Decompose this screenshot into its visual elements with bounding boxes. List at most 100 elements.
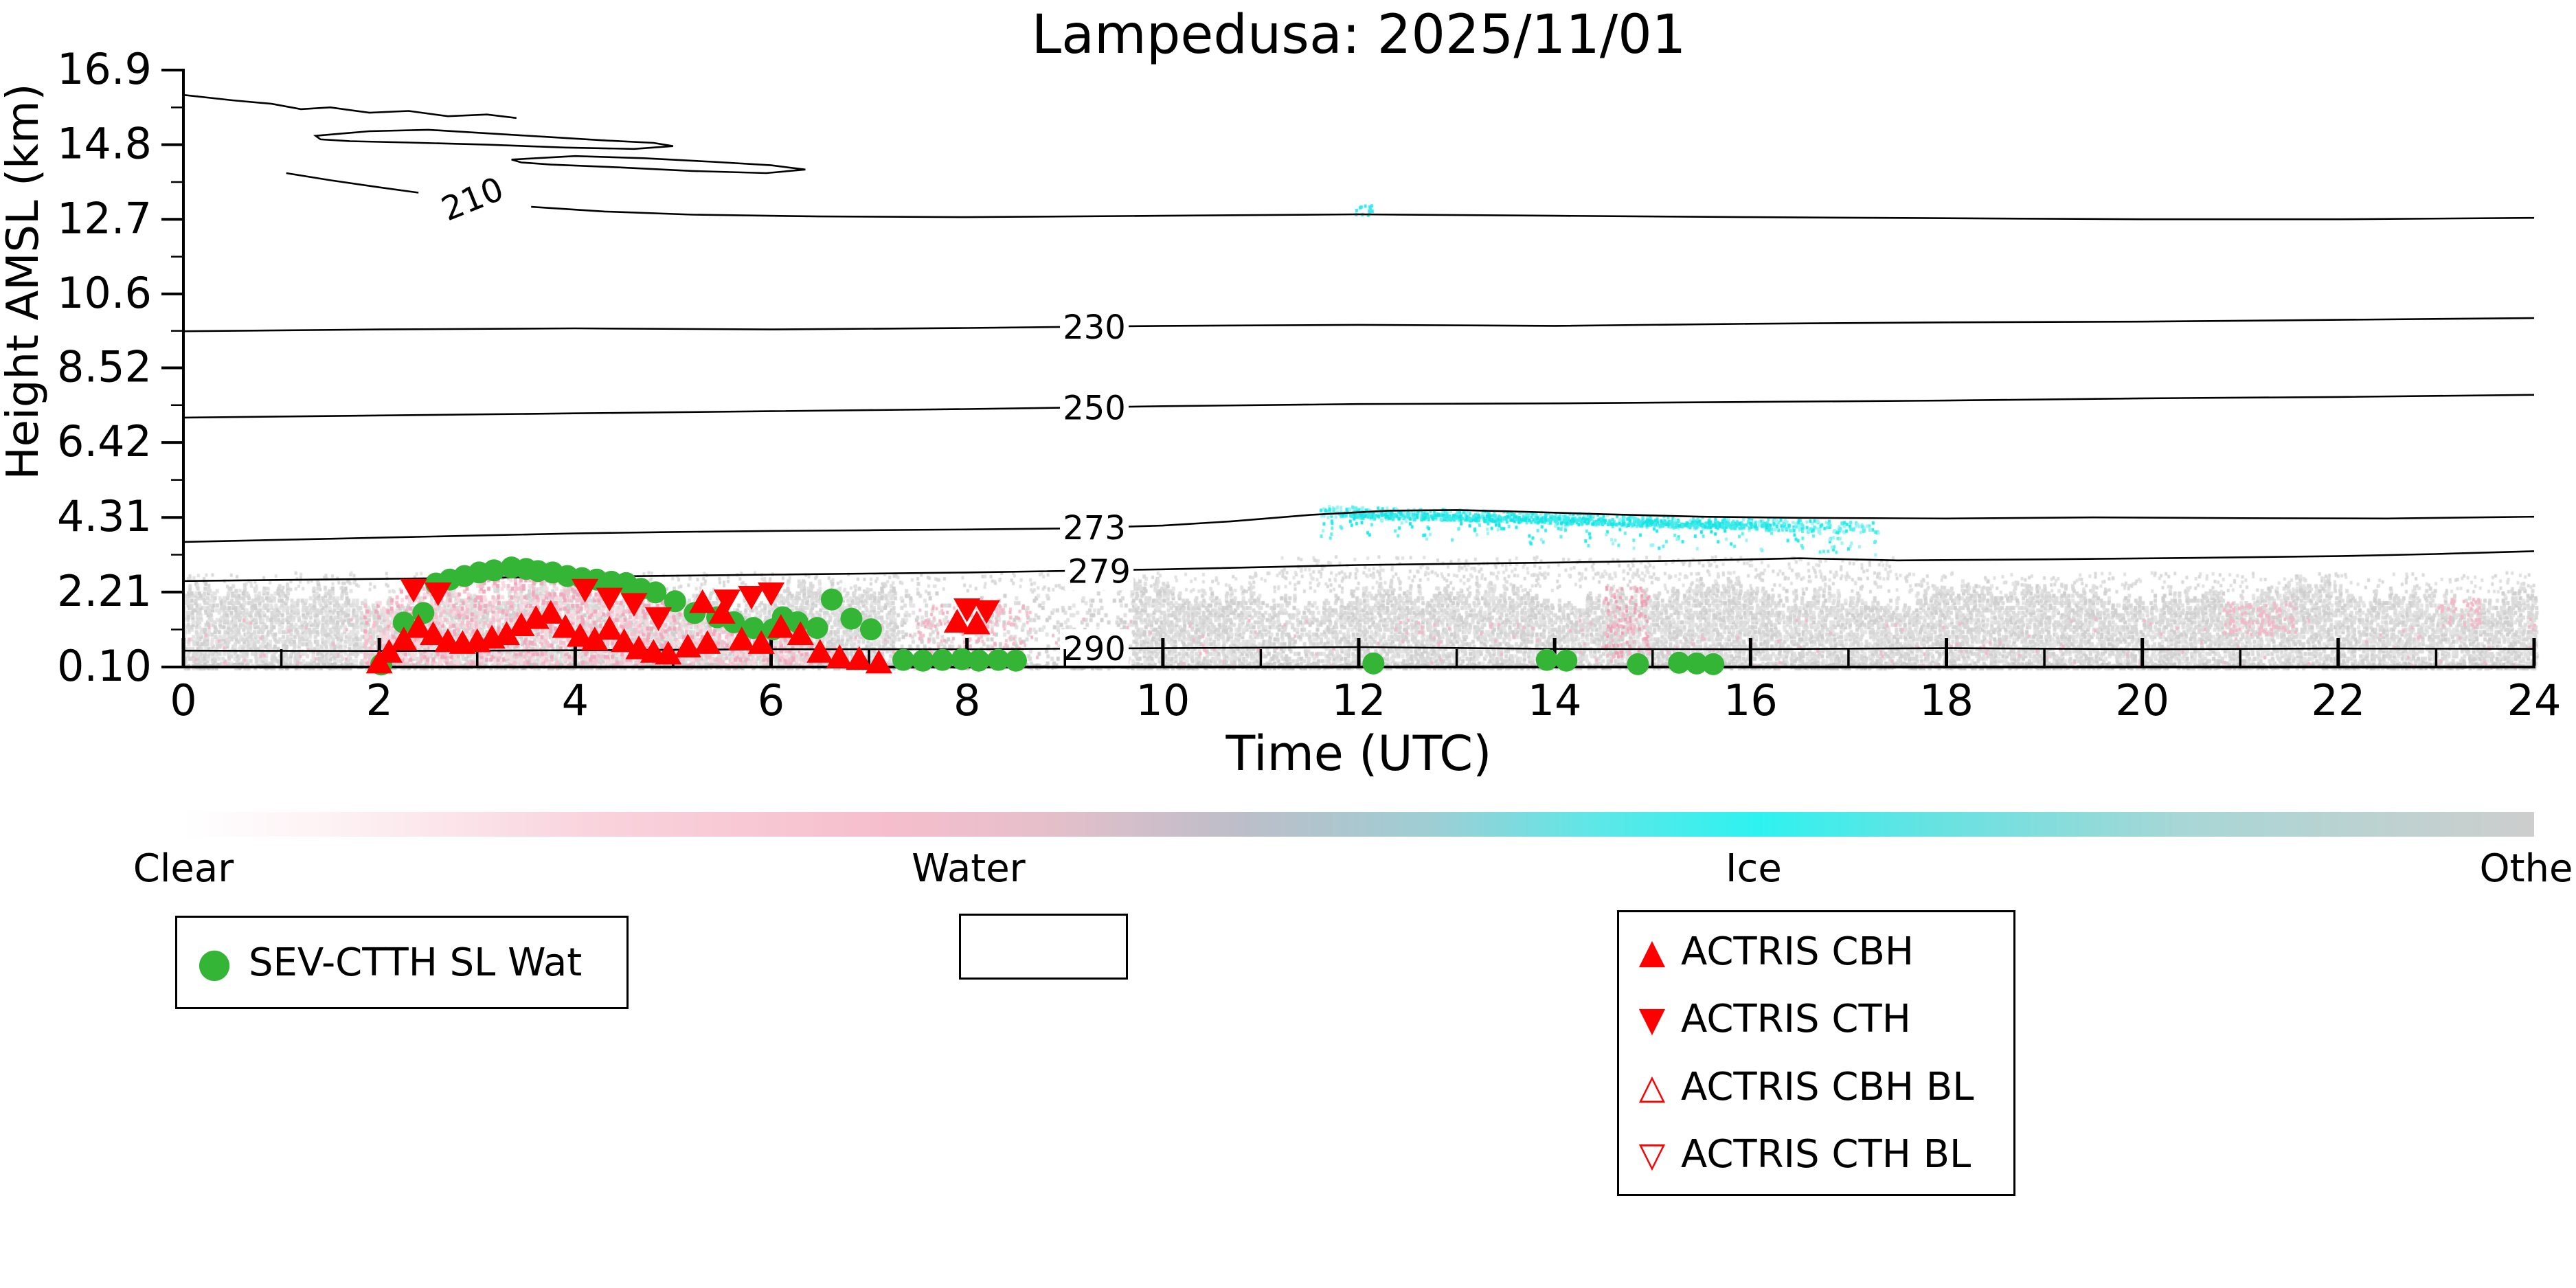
contour-line-210-top [183, 93, 517, 120]
legend-cth-bl-label: ACTRIS CTH BL [1681, 1132, 1971, 1177]
contour-line-210-blob-2 [511, 155, 806, 174]
legend-empty-box [959, 914, 1128, 980]
marker-actris-cbh [694, 630, 721, 654]
marker-actris-cth [644, 607, 673, 631]
legend-cbh-label: ACTRIS CBH [1681, 929, 1914, 974]
y-tick-label: 4.31 [57, 491, 152, 541]
marker-sev-ctth [664, 590, 686, 613]
page-title: Lampedusa: 2025/11/01 [1031, 4, 1686, 66]
colorbar-label-ice: Ice [1726, 846, 1782, 891]
marker-actris-cbh [787, 621, 814, 645]
marker-actris-cth [713, 589, 741, 613]
legend-cth-label: ACTRIS CTH [1681, 997, 1911, 1042]
contour-line-210-blob-1 [313, 128, 674, 150]
contour-label-273: 273 [1060, 508, 1129, 547]
marker-sev-ctth [1702, 653, 1725, 675]
marker-sev-ctth [806, 617, 828, 640]
marker-actris-cth [973, 600, 1000, 624]
marker-actris-cbh [826, 644, 853, 668]
marker-actris-cbh [943, 609, 971, 633]
contour-label-230: 230 [1060, 307, 1129, 347]
legend-row-cbh: ▲ ACTRIS CBH [1633, 929, 2013, 974]
marker-actris-cbh [420, 621, 447, 645]
x-tick-label: 14 [1528, 675, 1582, 725]
marker-sev-ctth [892, 648, 914, 671]
contour-line-230 [183, 317, 2535, 332]
marker-sev-ctth [859, 618, 882, 641]
legend-row-cbh-bl: △ ACTRIS CBH BL [1633, 1065, 2013, 1109]
x-tick-label: 12 [1332, 675, 1386, 725]
svg-text:210: 210 [436, 170, 509, 229]
marker-sev-ctth [1535, 648, 1558, 671]
x-tick-label: 2 [365, 675, 392, 725]
green-circle-marker-icon: ● [196, 939, 232, 986]
triangle-down-filled-icon: ▼ [1638, 999, 1666, 1039]
y-tick-label: 14.8 [57, 119, 152, 169]
marker-sev-ctth [912, 649, 934, 672]
marker-sev-ctth [644, 581, 667, 604]
triangle-up-open-icon: △ [1638, 1067, 1666, 1107]
marker-sev-ctth [840, 607, 863, 630]
classification-colorbar [183, 812, 2534, 837]
svg-text:290: 290 [1063, 630, 1126, 668]
y-tick-label: 6.42 [57, 416, 152, 466]
x-tick-label: 10 [1136, 675, 1190, 725]
marker-actris-cbh [806, 639, 834, 663]
marker-actris-cbh [689, 589, 716, 613]
marker-actris-cbh [625, 635, 653, 659]
marker-actris-cbh [674, 633, 701, 658]
y-tick-label: 10.6 [57, 268, 152, 318]
contour-label-279: 279 [1065, 552, 1134, 591]
legend-sev-ctth: ● SEV-CTTH SL Wat [175, 916, 629, 1009]
marker-actris-cbh [596, 615, 623, 640]
marker-actris-cbh [846, 646, 873, 670]
marker-sev-ctth [482, 559, 505, 582]
marker-actris-cbh [767, 614, 795, 638]
marker-actris-cbh [963, 610, 991, 635]
marker-sev-ctth [1555, 649, 1578, 672]
contour-line-273 [183, 509, 2535, 543]
marker-actris-cbh [728, 626, 756, 651]
contour-line-210-long [531, 205, 2535, 221]
marker-sev-ctth [1004, 649, 1027, 672]
marker-actris-cbh [390, 626, 418, 651]
marker-actris-cth [738, 586, 765, 610]
y-tick-label: 0.10 [57, 641, 152, 691]
marker-sev-ctth [931, 648, 954, 671]
colorbar-label-clear: Clear [133, 846, 234, 891]
marker-actris-cbh [375, 639, 403, 663]
legend-row-cth: ▼ ACTRIS CTH [1633, 997, 2013, 1041]
marker-actris-cth [572, 578, 599, 603]
x-tick-label: 18 [1919, 675, 1974, 725]
triangle-up-filled-icon: ▲ [1638, 931, 1666, 972]
contour-label-250: 250 [1060, 388, 1129, 427]
marker-actris-cth [620, 593, 648, 617]
marker-actris-cth [400, 578, 427, 603]
contour-label-290: 290 [1060, 629, 1129, 668]
marker-sev-ctth [392, 611, 415, 634]
x-axis-label: Time (UTC) [1225, 725, 1492, 782]
x-tick-label: 0 [170, 675, 196, 725]
marker-sev-ctth [820, 588, 843, 611]
x-tick-label: 4 [562, 675, 589, 725]
marker-actris-cbh [747, 630, 775, 654]
contour-label-210: 210 [433, 168, 512, 229]
x-tick-label: 16 [1724, 675, 1778, 725]
svg-text:250: 250 [1063, 389, 1126, 427]
legend-sev-label: SEV-CTTH SL Wat [249, 940, 583, 985]
svg-text:279: 279 [1067, 552, 1131, 591]
marker-actris-cbh [655, 640, 682, 665]
x-tick-label: 6 [758, 675, 784, 725]
marker-sev-ctth [1627, 653, 1649, 675]
contour-line-279 [183, 550, 2535, 583]
marker-sev-ctth [1685, 652, 1708, 675]
marker-actris-cbh [405, 614, 432, 638]
marker-sev-ctth [742, 617, 765, 640]
marker-sev-ctth [967, 649, 990, 672]
marker-sev-ctth [987, 648, 1010, 671]
marker-sev-ctth [951, 648, 973, 670]
legend-cbh-bl-label: ACTRIS CBH BL [1681, 1064, 1974, 1109]
x-tick-label: 24 [2507, 675, 2562, 725]
